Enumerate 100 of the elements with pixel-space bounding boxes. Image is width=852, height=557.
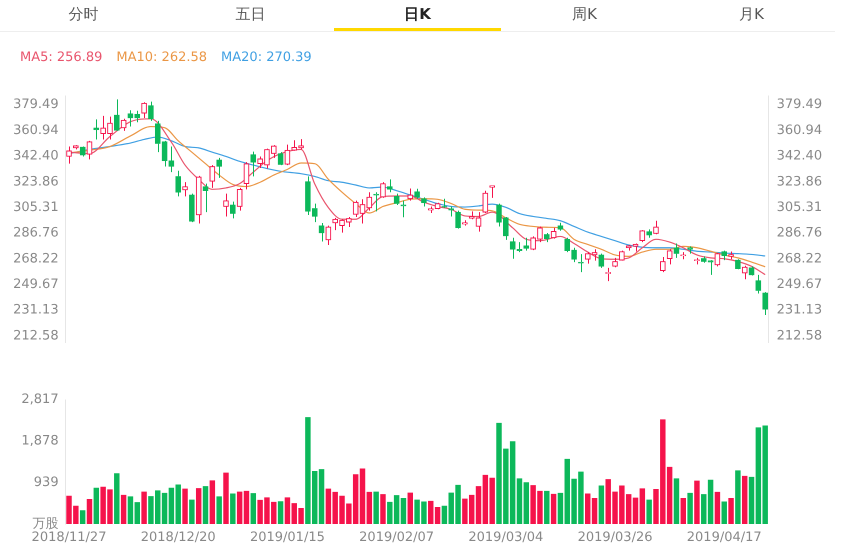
candlestick (236, 187, 242, 212)
text: MA5: 256.89 (20, 50, 102, 65)
text: 月K (739, 5, 764, 23)
y-tick-label: 249.67 (13, 277, 59, 292)
candlestick (386, 178, 393, 193)
candlestick (619, 250, 625, 260)
text: MA20: 270.39 (221, 50, 312, 65)
candlestick (278, 152, 284, 165)
candlestick (86, 140, 92, 160)
y-tick-label: 360.94 (13, 122, 59, 138)
bar (250, 493, 256, 524)
candlestick (605, 267, 612, 282)
candlestick (516, 242, 522, 253)
y2-tick-label: 212.58 (776, 328, 822, 344)
bar (742, 476, 748, 524)
bar (196, 488, 202, 524)
bar (86, 498, 92, 524)
bar (544, 490, 550, 524)
bar (94, 488, 100, 524)
candlestick (523, 237, 530, 252)
candlestick (544, 232, 550, 243)
y-tick-label: 1,878 (21, 434, 59, 449)
candlestick (687, 246, 693, 254)
bar (114, 473, 120, 524)
bar (598, 485, 604, 524)
candlestick (612, 257, 618, 268)
y-tick-label: 212.58 (13, 328, 59, 344)
candlestick (182, 182, 188, 197)
bar (230, 493, 236, 524)
candlestick (175, 170, 182, 197)
bar (120, 494, 126, 524)
candlestick (326, 225, 332, 246)
candlestick (223, 193, 229, 217)
bar (728, 498, 734, 524)
candlestick (640, 230, 646, 243)
candlestick (646, 228, 652, 238)
candlestick (400, 200, 406, 218)
candlestick (202, 183, 208, 213)
candlestick (210, 164, 216, 188)
candlestick (550, 227, 556, 240)
bar (141, 492, 147, 524)
candlestick (598, 253, 604, 268)
y2-tick-label: 342.40 (776, 148, 822, 164)
bar (210, 480, 216, 524)
y-tick-label: 305.31 (13, 200, 59, 215)
bar (694, 480, 700, 524)
y-tick-label: 286.76 (13, 226, 59, 241)
candlestick (489, 186, 496, 198)
candlestick (114, 98, 120, 131)
bar (202, 486, 208, 524)
candlestick (141, 102, 147, 118)
candlestick (66, 146, 72, 164)
bar (182, 488, 188, 524)
y-tick-label: 268.22 (13, 251, 59, 266)
text: 周K (572, 5, 597, 23)
y-tick-label: 342.40 (13, 148, 59, 164)
candlestick (373, 192, 379, 212)
candlestick (558, 222, 564, 232)
candlestick (742, 265, 748, 280)
bar (223, 472, 229, 524)
y-tick-label: 万股 (32, 516, 59, 532)
bar (687, 492, 693, 524)
candlestick (721, 250, 728, 261)
candlestick (346, 216, 352, 228)
y-tick-label: 939 (34, 474, 59, 490)
candlestick (714, 253, 720, 267)
bar (216, 496, 222, 524)
bar (380, 494, 386, 524)
bar (735, 470, 741, 524)
x-tick-label: 2019/03/26 (578, 530, 652, 546)
candlestick (653, 220, 659, 234)
bar (550, 494, 556, 524)
bar (189, 500, 195, 524)
candlestick (674, 242, 680, 258)
candlestick (666, 248, 672, 265)
bar (80, 510, 86, 524)
x-tick-label: 2018/12/20 (140, 530, 216, 546)
y2-tick-label: 231.13 (776, 302, 822, 318)
bar (408, 492, 414, 524)
bar (646, 500, 652, 524)
candlestick (762, 292, 768, 316)
text: 五日 (236, 5, 266, 23)
bar (373, 492, 379, 524)
x-tick-label: 2019/02/07 (359, 530, 434, 546)
candlestick (100, 115, 106, 140)
y2-tick-label: 360.94 (776, 122, 822, 138)
candlestick (756, 274, 762, 294)
candlestick (244, 162, 250, 190)
candlestick (318, 222, 324, 242)
candlestick (748, 266, 754, 276)
x-tick-label: 2019/04/17 (686, 530, 762, 546)
candlestick (120, 118, 126, 132)
y-tick-label: 323.86 (13, 174, 59, 190)
candlestick (407, 188, 414, 202)
y2-tick-label: 379.49 (776, 97, 822, 112)
y2-tick-label: 268.22 (776, 251, 822, 266)
candlestick (660, 256, 666, 273)
bar (714, 492, 720, 524)
y2-tick-label: 249.67 (776, 277, 822, 292)
y2-tick-label: 286.76 (776, 226, 822, 241)
